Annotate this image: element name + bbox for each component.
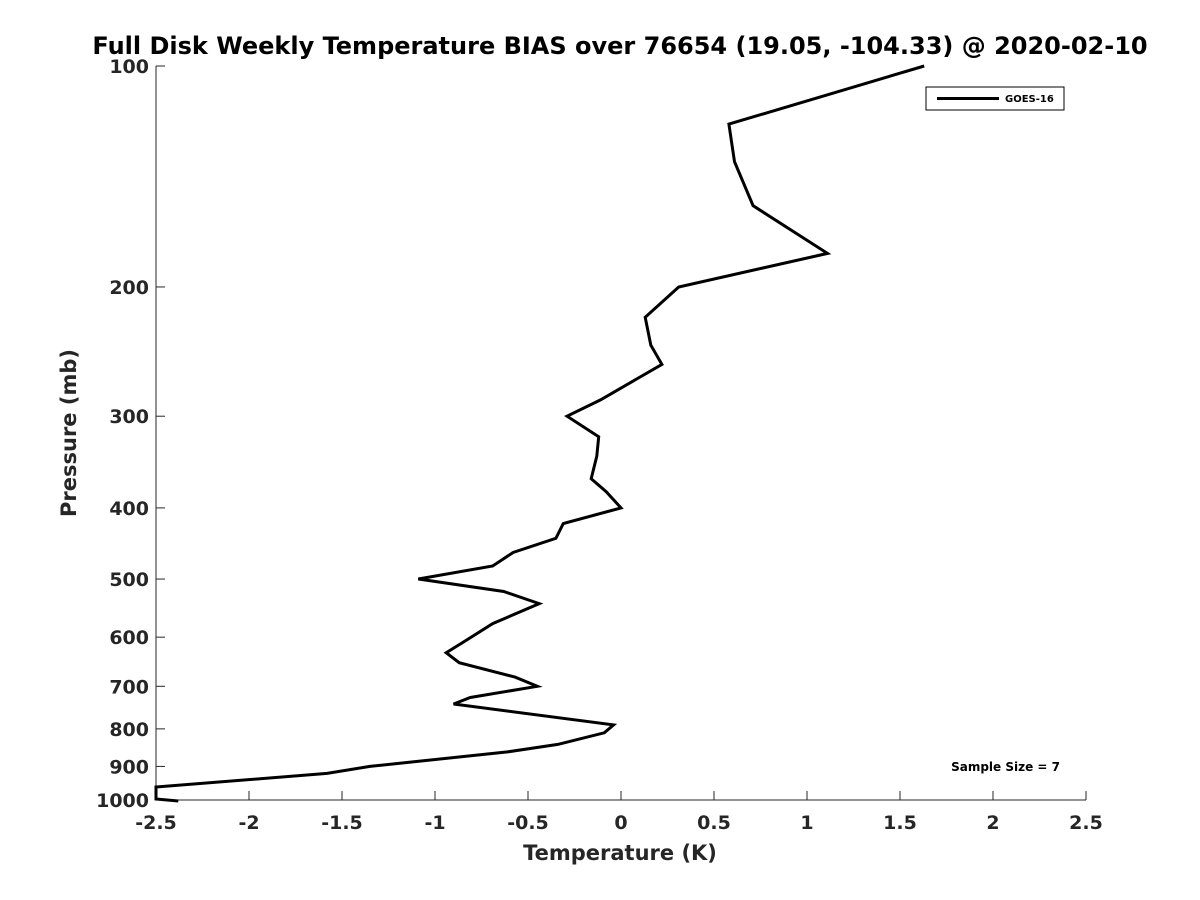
x-axis-label: Temperature (K) [523,841,717,865]
x-tick-label: -1 [424,812,445,834]
series-line-goes-16 [154,64,925,803]
legend: GOES-16 [925,86,1065,111]
legend-label-goes-16: GOES-16 [1005,94,1054,105]
x-tick-label: 0.5 [697,812,731,834]
y-axis-label: Pressure (mb) [57,349,81,517]
y-tick-label: 200 [109,277,149,299]
x-tick-label: -0.5 [507,812,549,834]
y-tick-label: 400 [109,498,149,520]
y-tick-label: 600 [109,627,149,649]
x-tick-label: 1 [800,812,813,834]
x-tick-label: -1.5 [321,812,363,834]
y-axis-ticks: 100 200 300 400 500 600 700 800 900 1000 [96,56,165,812]
sample-size-annotation: Sample Size = 7 [951,760,1060,774]
y-tick-label: 500 [109,569,149,591]
x-axis-ticks: -2.5 -2 -1.5 -1 -0.5 0 0.5 1 1.5 2 2.5 [135,791,1103,834]
x-tick-label: 0 [614,812,627,834]
y-tick-label: 300 [109,406,149,428]
chart-title: Full Disk Weekly Temperature BIAS over 7… [92,32,1147,60]
x-tick-label: -2.5 [135,812,177,834]
x-tick-label: 2.5 [1069,812,1103,834]
x-tick-label: 2 [986,812,999,834]
y-tick-label: 1000 [96,790,149,812]
plot-area [156,66,1086,800]
y-tick-label: 700 [109,676,149,698]
x-tick-label: -2 [238,812,259,834]
y-tick-label: 100 [109,56,149,78]
y-tick-label: 800 [109,719,149,741]
y-tick-label: 900 [109,756,149,778]
x-tick-label: 1.5 [883,812,917,834]
